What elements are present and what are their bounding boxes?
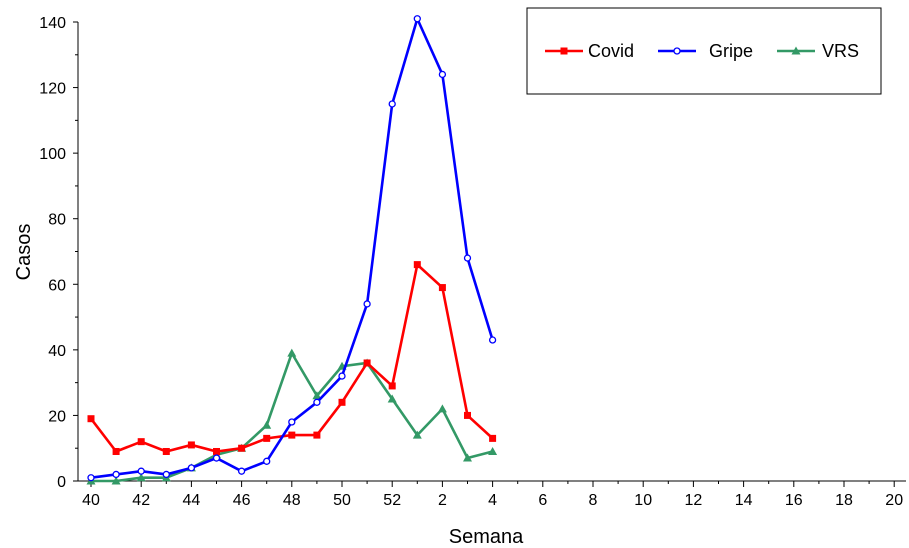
data-point xyxy=(438,70,447,79)
x-tick-label: 20 xyxy=(885,492,903,509)
y-tick-label: 60 xyxy=(48,277,66,294)
x-tick-label: 10 xyxy=(634,492,652,509)
data-point xyxy=(162,447,170,455)
data-point xyxy=(489,434,497,442)
data-point xyxy=(412,430,422,439)
x-tick-label: 40 xyxy=(82,492,100,509)
data-point xyxy=(136,473,146,482)
data-point xyxy=(288,431,296,439)
data-point xyxy=(112,470,120,479)
data-point xyxy=(287,348,297,357)
data-point xyxy=(488,336,497,344)
x-tick-label: 6 xyxy=(538,492,547,509)
data-point xyxy=(413,261,421,269)
data-point xyxy=(288,418,296,426)
x-axis-title: Semana xyxy=(449,526,524,548)
y-tick-label: 140 xyxy=(39,15,66,32)
y-tick-label: 120 xyxy=(39,81,66,98)
series-vrs xyxy=(86,348,498,485)
data-point xyxy=(212,454,221,462)
data-point xyxy=(387,394,397,403)
data-point xyxy=(388,100,396,108)
x-tick-label: 8 xyxy=(589,492,598,509)
series-gripe xyxy=(87,15,497,482)
x-tick-label: 12 xyxy=(685,492,703,509)
data-point xyxy=(238,444,246,452)
data-point xyxy=(263,434,271,442)
legend-marker xyxy=(560,47,568,55)
y-axis-title: Casos xyxy=(13,224,35,281)
x-axis-ticks: 40 42 44 46 48 50 52 2 4 6 8 10 12 14 16 18 20 xyxy=(82,481,903,509)
data-point xyxy=(111,476,121,485)
data-point xyxy=(363,359,371,367)
legend: Covid Gripe VRS xyxy=(526,7,882,95)
x-tick-label: 48 xyxy=(283,492,301,509)
data-point xyxy=(237,467,246,475)
x-tick-label: 44 xyxy=(183,492,201,509)
x-tick-label: 2 xyxy=(438,492,447,509)
x-tick-label: 50 xyxy=(333,492,351,509)
x-tick-label: 14 xyxy=(735,492,753,509)
data-point xyxy=(187,464,196,472)
x-tick-label: 4 xyxy=(488,492,497,509)
data-point xyxy=(137,438,145,446)
legend-marker xyxy=(673,47,681,55)
series-line xyxy=(90,17,494,480)
data-point xyxy=(313,431,321,439)
series-covid xyxy=(87,261,497,455)
data-point xyxy=(437,404,447,413)
data-point xyxy=(363,300,371,308)
data-point xyxy=(388,382,396,390)
legend-label: VRS xyxy=(822,41,859,61)
x-tick-label: 42 xyxy=(132,492,150,509)
x-tick-label: 18 xyxy=(835,492,853,509)
series-layer xyxy=(86,15,498,485)
x-tick-label: 46 xyxy=(233,492,251,509)
data-point xyxy=(463,254,472,262)
data-point xyxy=(87,474,95,482)
y-axis-ticks: 0 20 40 60 80 100 120 140 xyxy=(39,15,78,491)
y-tick-label: 100 xyxy=(39,146,66,163)
legend-box xyxy=(526,7,882,95)
series-line xyxy=(91,351,493,483)
data-point xyxy=(413,15,421,23)
y-tick-label: 40 xyxy=(48,343,66,360)
data-point xyxy=(213,447,220,455)
legend-label: Covid xyxy=(588,41,634,61)
data-point xyxy=(464,411,471,419)
data-point xyxy=(263,457,271,465)
y-tick-label: 20 xyxy=(48,408,66,425)
data-point xyxy=(438,284,446,292)
x-tick-label: 16 xyxy=(785,492,803,509)
data-point xyxy=(187,441,195,449)
data-point xyxy=(488,446,498,455)
data-point xyxy=(338,372,346,380)
data-point xyxy=(137,467,145,475)
data-point xyxy=(87,415,95,423)
data-point xyxy=(463,453,472,462)
data-point xyxy=(312,391,322,400)
legend-marker xyxy=(791,46,801,55)
legend-label: Gripe xyxy=(709,41,753,61)
data-point xyxy=(338,398,346,406)
data-point xyxy=(313,398,321,406)
data-point xyxy=(162,470,170,479)
x-tick-label: 52 xyxy=(383,492,401,509)
y-tick-label: 80 xyxy=(48,212,66,229)
y-tick-label: 0 xyxy=(57,474,66,491)
data-point xyxy=(262,420,272,429)
data-point xyxy=(112,447,120,455)
